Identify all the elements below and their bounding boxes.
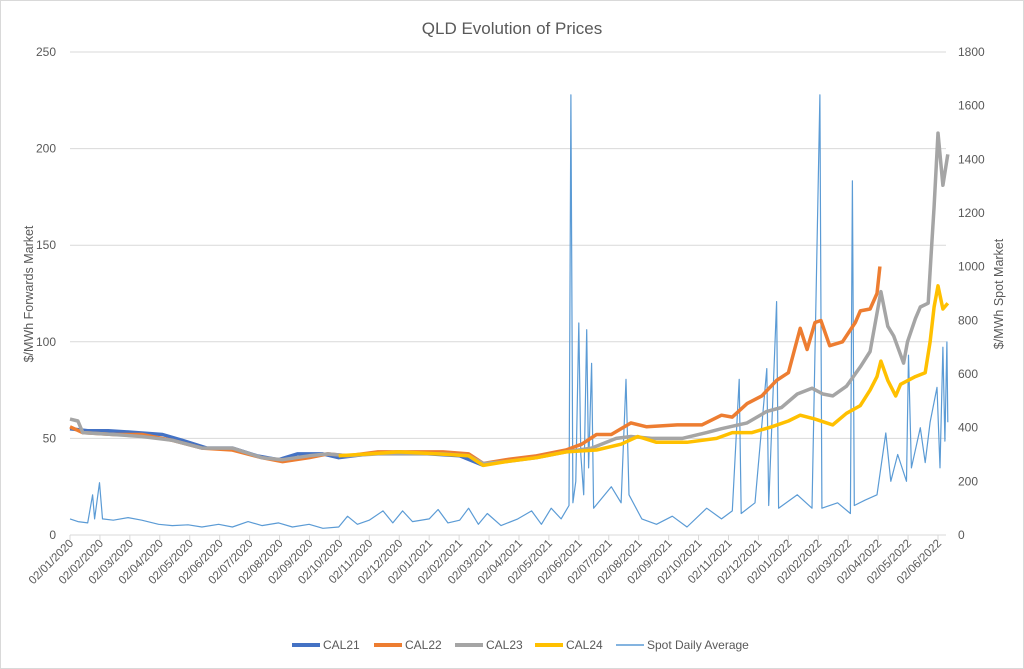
y2-axis-label: $/MWh Spot Market [992, 238, 1006, 349]
y-tick-label: 200 [36, 142, 56, 156]
legend-label: CAL22 [405, 638, 442, 652]
y2-tick-label: 1800 [958, 45, 985, 59]
legend-label: CAL24 [566, 638, 603, 652]
y2-tick-label: 1400 [958, 152, 985, 166]
y-tick-label: 0 [49, 528, 56, 542]
series-line-cal24 [338, 284, 950, 468]
y-tick-label: 150 [36, 238, 56, 252]
y2-tick-label: 200 [958, 474, 978, 488]
y-tick-label: 50 [43, 431, 57, 445]
y2-tick-label: 600 [958, 367, 978, 381]
legend-label: Spot Daily Average [647, 638, 749, 652]
y2-tick-label: 800 [958, 313, 978, 327]
series-line-spot-daily-average [69, 94, 949, 529]
legend-label: CAL23 [486, 638, 523, 652]
y-tick-label: 100 [36, 335, 56, 349]
y2-tick-label: 1600 [958, 99, 985, 113]
series-line-cal23 [69, 131, 950, 466]
legend-label: CAL21 [323, 638, 360, 652]
series-line-cal22 [69, 266, 882, 466]
y-axis-label: $/MWh Forwards Market [22, 225, 36, 362]
y2-tick-label: 0 [958, 528, 965, 542]
y-tick-label: 250 [36, 45, 56, 59]
y2-tick-label: 400 [958, 421, 978, 435]
y2-tick-label: 1200 [958, 206, 985, 220]
y2-tick-label: 1000 [958, 260, 985, 274]
chart-title: QLD Evolution of Prices [422, 19, 602, 38]
